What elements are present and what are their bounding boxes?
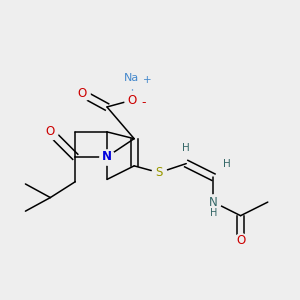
Text: N: N [102, 150, 112, 163]
Text: H: H [223, 159, 231, 169]
Text: O: O [236, 234, 245, 247]
Text: H: H [182, 143, 190, 153]
Text: S: S [155, 166, 163, 179]
Text: O: O [127, 94, 136, 107]
Text: O: O [77, 87, 87, 100]
Text: N: N [209, 196, 218, 208]
Text: O: O [46, 125, 55, 138]
Text: -: - [141, 96, 146, 109]
Text: +: + [143, 75, 152, 85]
Text: H: H [210, 208, 217, 218]
Text: Na: Na [124, 73, 140, 82]
